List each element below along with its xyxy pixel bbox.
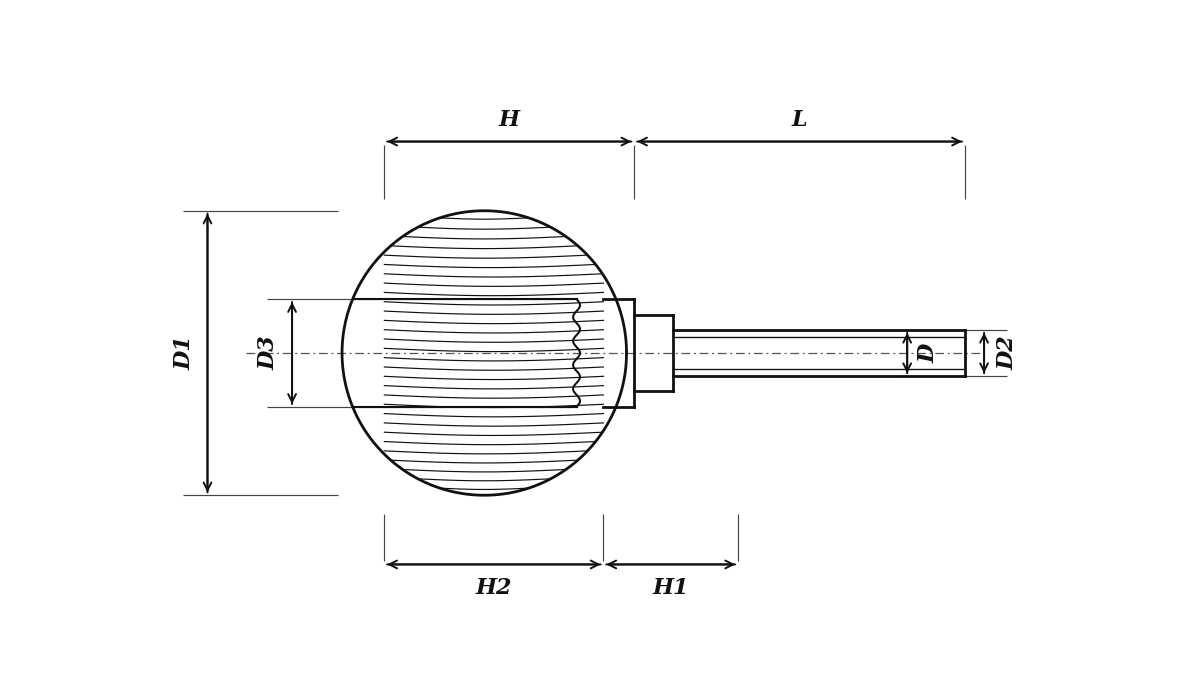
Text: D2: D2 (996, 336, 1018, 370)
Text: D: D (918, 343, 940, 363)
Text: H2: H2 (475, 577, 512, 598)
Text: L: L (792, 109, 808, 131)
Text: D1: D1 (174, 336, 196, 370)
Text: H1: H1 (653, 577, 689, 598)
Text: D3: D3 (258, 336, 280, 370)
Text: H: H (499, 109, 520, 131)
